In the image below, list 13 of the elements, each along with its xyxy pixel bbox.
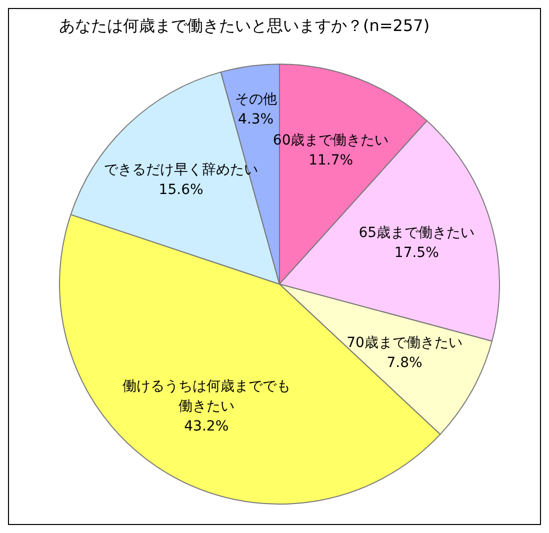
slice-label: その他 [234, 91, 277, 108]
data-label: 43.2% [184, 418, 229, 435]
data-label: 15.6% [158, 182, 204, 198]
slice-label: 65歳まで働きたい [358, 225, 475, 242]
slice-label: 70歳まで働きたい [346, 335, 462, 352]
data-label: 17.5% [394, 245, 439, 262]
slice-label: 60歳まで働きたい [272, 132, 389, 148]
chart-title: あなたは何歳まで働きたいと思いますか？(n=257) [59, 16, 430, 35]
data-label: 11.7% [308, 152, 354, 168]
data-label: 7.8% [386, 355, 422, 372]
slice-label: 働けるうちは何歳まででも働きたい [122, 378, 290, 415]
slice-label: できるだけ早く辞めたい [104, 162, 258, 178]
data-label: 4.3% [238, 111, 274, 128]
